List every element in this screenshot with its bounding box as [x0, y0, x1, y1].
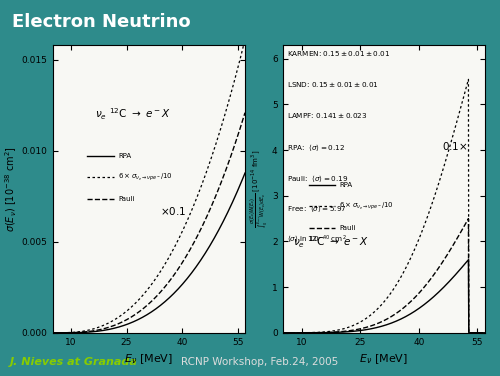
Text: $6\times\sigma_{\nu_e\to\nu pe^-}/10$: $6\times\sigma_{\nu_e\to\nu pe^-}/10$	[118, 172, 173, 183]
Text: Pauli:  $\langle\sigma\rangle = 0.19$: Pauli: $\langle\sigma\rangle = 0.19$	[286, 173, 348, 183]
Text: RPA: RPA	[118, 153, 131, 159]
Y-axis label: $\sigma(E_\nu)$ [$10^{-38}$ cm$^2$]: $\sigma(E_\nu)$ [$10^{-38}$ cm$^2$]	[4, 146, 19, 232]
Text: LAMPF: $0.141\pm0.023$: LAMPF: $0.141\pm0.023$	[286, 111, 367, 120]
Text: RPA: RPA	[339, 182, 352, 188]
Text: $6\times\sigma_{\nu_e\to\nu pe^-}/10$: $6\times\sigma_{\nu_e\to\nu pe^-}/10$	[339, 200, 394, 212]
Text: Pauli: Pauli	[118, 196, 134, 202]
Text: 0.1$\times$: 0.1$\times$	[442, 140, 468, 152]
Text: LSND: $0.15\pm0.01\pm0.01$: LSND: $0.15\pm0.01\pm0.01$	[286, 80, 378, 89]
Text: $\nu_e\ ^{12}$C $\to\ e^-X$: $\nu_e\ ^{12}$C $\to\ e^-X$	[95, 106, 170, 122]
Text: RPA:  $\langle\sigma\rangle = 0.12$: RPA: $\langle\sigma\rangle = 0.12$	[286, 142, 344, 153]
Text: KARMEN: $0.15\pm0.01\pm0.01$: KARMEN: $0.15\pm0.01\pm0.01$	[286, 49, 390, 58]
Y-axis label: $\frac{\sigma(E_\nu)W(E_\nu)}{\int_0^{E_{\rm max}}W(E_\nu)dE_\nu}$ [$10^{-14}$ f: $\frac{\sigma(E_\nu)W(E_\nu)}{\int_0^{E_…	[249, 150, 270, 228]
Text: Free:  $\langle\sigma\rangle = 5.97$: Free: $\langle\sigma\rangle = 5.97$	[286, 203, 346, 214]
Text: $\langle\sigma\rangle$ in $10^{-40}$ cm$^2$: $\langle\sigma\rangle$ in $10^{-40}$ cm$…	[286, 234, 346, 246]
Text: $\nu_e\ ^{12}$C $\to\ e^-X$: $\nu_e\ ^{12}$C $\to\ e^-X$	[292, 234, 368, 250]
Text: Electron Neutrino: Electron Neutrino	[12, 13, 191, 31]
X-axis label: $E_\nu$ [MeV]: $E_\nu$ [MeV]	[124, 352, 174, 366]
Text: Pauli: Pauli	[339, 225, 355, 231]
Text: $\times$0.1: $\times$0.1	[160, 205, 186, 217]
Text: J. Nieves at Granada: J. Nieves at Granada	[10, 357, 138, 367]
Text: RCNP Workshop, Feb.24, 2005: RCNP Workshop, Feb.24, 2005	[182, 357, 338, 367]
X-axis label: $E_\nu$ [MeV]: $E_\nu$ [MeV]	[359, 352, 408, 366]
